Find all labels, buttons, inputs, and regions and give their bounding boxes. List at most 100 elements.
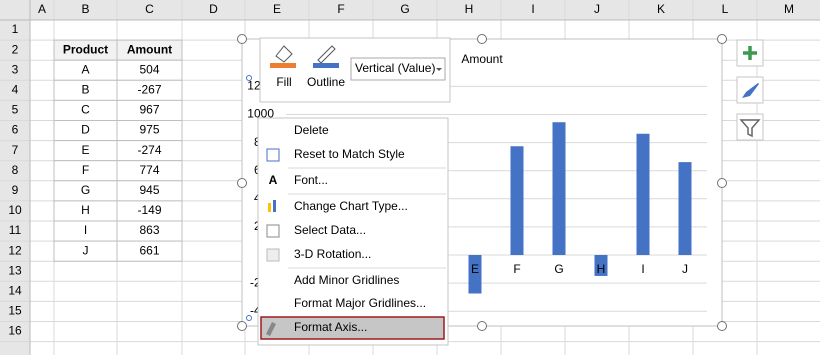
table-cell-text[interactable]: 967 [139, 103, 159, 117]
row-header[interactable]: 5 [12, 103, 19, 117]
table-cell-text[interactable]: 863 [139, 223, 159, 237]
bar[interactable] [594, 255, 608, 276]
column-header[interactable]: M [784, 2, 794, 16]
table-cell-text[interactable]: I [84, 223, 87, 237]
table-cell-text[interactable]: -274 [137, 143, 161, 157]
menu-item[interactable]: Change Chart Type... [294, 199, 408, 213]
resize-handle[interactable] [717, 34, 727, 44]
resize-handle[interactable] [237, 34, 247, 44]
resize-handle[interactable] [717, 178, 727, 188]
column-header[interactable]: E [273, 2, 281, 16]
x-tick-label: H [597, 262, 606, 276]
chart-type-icon [268, 203, 271, 212]
column-header[interactable]: G [400, 2, 409, 16]
table-cell-text[interactable]: E [81, 143, 89, 157]
column-header[interactable]: K [657, 2, 665, 16]
row-header[interactable]: 13 [8, 263, 22, 277]
x-tick-label: I [641, 262, 644, 276]
table-header[interactable]: Product [63, 42, 108, 56]
font-icon: A [269, 173, 278, 187]
rotation-icon [266, 248, 280, 262]
table-cell-text[interactable]: D [81, 123, 90, 137]
table-cell-text[interactable]: B [81, 83, 89, 97]
resize-handle[interactable] [477, 321, 487, 331]
bar[interactable] [678, 162, 692, 255]
column-header[interactable]: C [145, 2, 154, 16]
column-header[interactable]: L [722, 2, 729, 16]
table-cell-text[interactable]: A [81, 62, 89, 76]
resize-handle[interactable] [237, 178, 247, 188]
column-header[interactable]: I [531, 2, 534, 16]
resize-handle[interactable] [717, 321, 727, 331]
row-header[interactable]: 11 [9, 223, 22, 237]
chart-title[interactable]: Amount [461, 52, 503, 66]
chart-filters-button[interactable] [736, 113, 764, 141]
row-header[interactable]: 4 [12, 83, 19, 97]
table-cell-text[interactable]: 661 [139, 243, 159, 257]
fill-icon [275, 45, 293, 63]
menu-item[interactable]: Font... [294, 173, 328, 187]
table-cell-text[interactable]: -149 [137, 203, 161, 217]
row-header[interactable]: 6 [12, 123, 19, 137]
outline-color [313, 63, 339, 68]
column-header[interactable]: F [337, 2, 344, 16]
brush-icon [742, 83, 759, 98]
dropdown-label: Vertical (Value) [355, 61, 435, 75]
outline-label[interactable]: Outline [307, 75, 345, 89]
resize-handle[interactable] [237, 321, 247, 331]
row-header-bar [0, 0, 30, 355]
row-header[interactable]: 8 [12, 163, 19, 177]
column-header[interactable]: H [465, 2, 474, 16]
axis-handle [246, 315, 252, 321]
row-header[interactable]: 7 [12, 143, 19, 157]
plus-icon [743, 46, 757, 60]
bar[interactable] [510, 146, 524, 255]
table-cell-text[interactable]: J [83, 243, 89, 257]
menu-item[interactable]: Select Data... [294, 223, 366, 237]
table-cell-text[interactable]: G [81, 183, 90, 197]
table-header[interactable]: Amount [127, 42, 172, 56]
context-menu [257, 117, 449, 346]
table-cell-text[interactable]: C [81, 103, 90, 117]
bar[interactable] [636, 133, 650, 255]
fill-label[interactable]: Fill [276, 75, 291, 89]
x-tick-label: E [471, 262, 479, 276]
element-dropdown[interactable] [350, 57, 446, 81]
table-cell-text[interactable]: F [82, 163, 89, 177]
row-header[interactable]: 14 [8, 284, 22, 298]
x-tick-label: F [513, 262, 520, 276]
table-cell-text[interactable]: 774 [139, 163, 159, 177]
column-header[interactable]: A [38, 2, 46, 16]
row-header[interactable]: 3 [12, 62, 19, 76]
column-header-bar [0, 0, 820, 20]
filter-icon [739, 119, 761, 138]
menu-item[interactable]: Format Major Gridlines... [294, 296, 426, 310]
row-header[interactable]: 15 [8, 304, 22, 318]
format-icon [266, 322, 276, 336]
row-header[interactable]: 16 [8, 324, 22, 338]
table-cell-text[interactable]: 975 [139, 123, 159, 137]
row-header[interactable]: 10 [8, 203, 22, 217]
bar[interactable] [468, 255, 482, 294]
menu-item[interactable]: Reset to Match Style [294, 147, 405, 161]
column-header[interactable]: D [209, 2, 218, 16]
x-tick-label: G [554, 262, 563, 276]
table-cell-text[interactable]: 945 [139, 183, 159, 197]
column-header[interactable]: J [594, 2, 600, 16]
row-header[interactable]: 9 [12, 183, 19, 197]
row-header[interactable]: 12 [8, 243, 22, 257]
bar[interactable] [552, 122, 566, 255]
menu-item[interactable]: Add Minor Gridlines [294, 273, 399, 287]
table-cell-text[interactable]: H [81, 203, 90, 217]
row-header[interactable]: 1 [12, 22, 19, 36]
row-header[interactable]: 2 [12, 42, 19, 56]
menu-item[interactable]: Delete [294, 123, 329, 137]
x-tick-label: J [682, 262, 688, 276]
column-header[interactable]: B [81, 2, 89, 16]
menu-item[interactable]: Format Axis... [294, 320, 367, 334]
table-cell-text[interactable]: -267 [137, 83, 161, 97]
resize-handle[interactable] [477, 34, 487, 44]
axis-handle [246, 75, 252, 81]
table-cell-text[interactable]: 504 [139, 62, 159, 76]
